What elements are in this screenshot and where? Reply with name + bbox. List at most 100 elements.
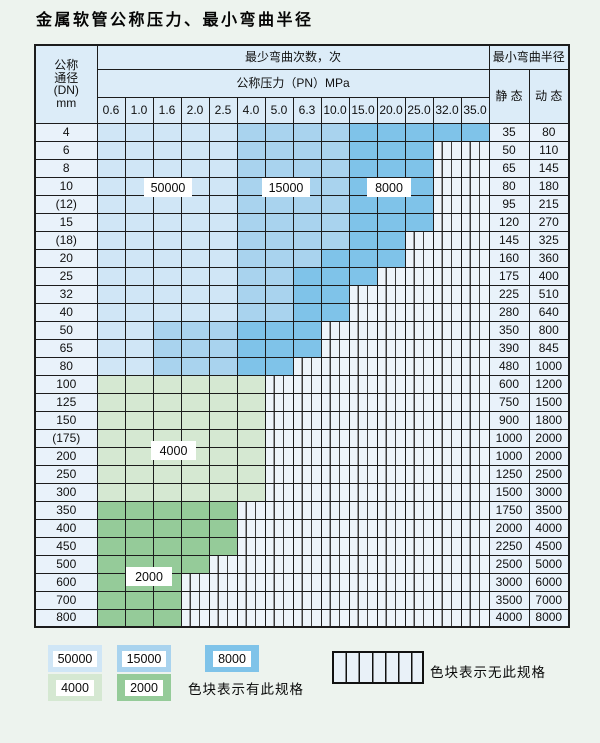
dynamic-value-cell: 325: [528, 230, 570, 250]
grid-cell-bl: [208, 248, 238, 268]
grid-cell-gd: [152, 536, 182, 556]
table-header: 公称 通径 (DN) mm 最少弯曲次数，次 最小弯曲半径 公称压力（PN）MPa 静…: [34, 44, 570, 124]
dn-cell: 400: [34, 518, 98, 538]
grid-cell-no-spec: [376, 482, 406, 502]
legend-swatch: 8000: [205, 645, 259, 672]
grid-cell-bm: [292, 140, 322, 160]
grid-cell-bl: [96, 338, 126, 358]
pressure-value-cell: 1.6: [152, 96, 182, 124]
grid-cell-bm: [236, 122, 266, 142]
grid-cell-bl: [180, 230, 210, 250]
grid-cell-no-spec: [404, 374, 434, 394]
grid-cell-gd: [96, 572, 126, 592]
dn-cell: 300: [34, 482, 98, 502]
legend-swatch: 2000: [117, 674, 171, 701]
static-value-cell: 145: [488, 230, 530, 250]
grid-cell-no-spec: [264, 464, 294, 484]
grid-cell-no-spec: [404, 266, 434, 286]
grid-cell-gl: [208, 392, 238, 412]
table-row: 65 390 845: [34, 338, 570, 358]
grid-cell-gd: [96, 518, 126, 538]
dynamic-value-cell: 5000: [528, 554, 570, 574]
grid-cell-bl: [96, 122, 126, 142]
static-value-cell: 1000: [488, 428, 530, 448]
grid-cell-bd: [348, 230, 378, 250]
dn-header-line: mm: [56, 95, 77, 110]
grid-cell-no-spec: [292, 446, 322, 466]
grid-cell-no-spec: [292, 428, 322, 448]
static-value-cell: 1000: [488, 446, 530, 466]
static-value-cell: 4000: [488, 608, 530, 628]
radius-header-cell: 最小弯曲半径: [488, 44, 570, 70]
dn-cell: 800: [34, 608, 98, 628]
grid-cell-no-spec: [460, 392, 490, 412]
grid-cell-gd: [180, 554, 210, 574]
grid-cell-bm: [264, 302, 294, 322]
grid-cell-bd: [348, 158, 378, 178]
grid-cell-no-spec: [320, 500, 350, 520]
grid-cell-bm: [180, 338, 210, 358]
dn-cell: 200: [34, 446, 98, 466]
grid-cell-bl: [208, 140, 238, 160]
grid-cell-bl: [96, 284, 126, 304]
grid-cell-bl: [180, 158, 210, 178]
legend-no-spec-box: [332, 651, 424, 684]
grid-cell-bm: [320, 212, 350, 232]
legend-swatch-label: 50000: [52, 650, 98, 667]
grid-cell-no-spec: [432, 356, 462, 376]
grid-cell-no-spec: [432, 374, 462, 394]
static-header-cell: 静 态: [488, 68, 530, 124]
grid-cell-bl: [96, 176, 126, 196]
grid-cell-no-spec: [320, 338, 350, 358]
grid-cell-no-spec: [404, 590, 434, 610]
dn-cell: 250: [34, 464, 98, 484]
cycles-header-cell: 最少弯曲次数，次: [96, 44, 490, 70]
grid-cell-bd: [348, 266, 378, 286]
grid-cell-no-spec: [348, 464, 378, 484]
static-value-cell: 35: [488, 122, 530, 142]
grid-cell-bm: [236, 248, 266, 268]
static-value-cell: 480: [488, 356, 530, 376]
grid-cell-bl: [180, 122, 210, 142]
grid-cell-no-spec: [460, 230, 490, 250]
grid-cell-no-spec: [236, 536, 266, 556]
grid-cell-no-spec: [348, 428, 378, 448]
dynamic-value-cell: 640: [528, 302, 570, 322]
grid-cell-no-spec: [432, 464, 462, 484]
grid-cell-no-spec: [320, 392, 350, 412]
table-row: 4 35 80: [34, 122, 570, 142]
grid-cell-no-spec: [376, 428, 406, 448]
grid-cell-bl: [96, 320, 126, 340]
grid-cell-bl: [124, 212, 154, 232]
grid-cell-no-spec: [292, 410, 322, 430]
static-value-cell: 80: [488, 176, 530, 196]
grid-cell-no-spec: [320, 518, 350, 538]
grid-cell-bm: [180, 320, 210, 340]
dynamic-value-cell: 6000: [528, 572, 570, 592]
grid-cell-no-spec: [320, 608, 350, 628]
grid-cell-no-spec: [208, 590, 238, 610]
grid-cell-no-spec: [432, 284, 462, 304]
grid-cell-no-spec: [460, 320, 490, 340]
grid-cell-no-spec: [348, 392, 378, 412]
grid-cell-no-spec: [376, 284, 406, 304]
table-body: 4 35 80 6 50 110 8 65 145 10 80 180 (12) 95 215 15 120 27…: [34, 122, 570, 628]
pressure-values-row: 0.6 1.0 1.6 2.0 2.5 4.0 5.0 6.3 10.0 15.0 20.0 25.0…: [35, 96, 569, 124]
grid-cell-no-spec: [460, 302, 490, 322]
grid-cell-no-spec: [320, 554, 350, 574]
grid-cell-bd: [292, 266, 322, 286]
pressure-value-cell: 25.0: [404, 96, 434, 124]
grid-cell-bl: [208, 284, 238, 304]
grid-cell-no-spec: [264, 536, 294, 556]
page-title: 金属软管公称压力、最小弯曲半径: [36, 12, 314, 29]
dynamic-value-cell: 400: [528, 266, 570, 286]
grid-cell-gl: [124, 464, 154, 484]
dn-cell: 4: [34, 122, 98, 142]
dynamic-value-cell: 180: [528, 176, 570, 196]
grid-cell-bd: [292, 338, 322, 358]
grid-cell-bm: [264, 266, 294, 286]
grid-cell-bd: [376, 248, 406, 268]
grid-cell-no-spec: [292, 536, 322, 556]
grid-cell-no-spec: [460, 608, 490, 628]
